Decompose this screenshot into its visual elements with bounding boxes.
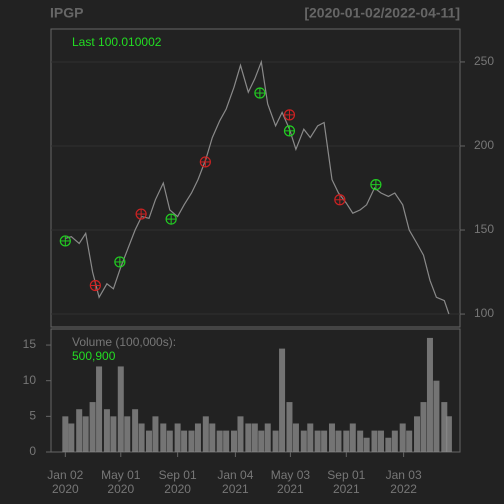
volume-bar (223, 430, 230, 452)
volume-bar (251, 423, 258, 452)
signal-marker (165, 213, 177, 225)
volume-bar (96, 366, 103, 452)
volume-bar (328, 423, 335, 452)
volume-bar (441, 402, 448, 452)
volume-bar (445, 416, 452, 452)
volume-bar (300, 430, 307, 452)
volume-bar (202, 416, 209, 452)
volume-bar (264, 423, 271, 452)
volume-bar (286, 402, 293, 452)
last-label: Last 100.010002 (72, 35, 162, 49)
x-tick-label: 2021 (333, 482, 360, 496)
x-tick-label: 2020 (164, 482, 191, 496)
volume-bar (138, 423, 145, 452)
volume-bar (371, 430, 378, 452)
volume-bar (426, 337, 433, 452)
volume-bar (307, 423, 314, 452)
volume-bar (357, 430, 364, 452)
x-tick-label: May 03 (271, 468, 311, 482)
volume-bar (76, 409, 83, 452)
volume-bar (124, 416, 131, 452)
volume-bar (132, 409, 139, 452)
volume-bar (314, 430, 321, 452)
signal-marker (114, 256, 126, 268)
volume-bar (349, 423, 356, 452)
chart-title: IPGP (50, 5, 83, 21)
volume-bar (335, 430, 342, 452)
x-tick-label: 2020 (107, 482, 134, 496)
volume-bar (279, 348, 286, 452)
signal-marker (334, 194, 346, 206)
volume-bar (391, 430, 398, 452)
signal-marker (199, 156, 211, 168)
x-tick-label: Sep 01 (159, 468, 197, 482)
x-tick-label: 2022 (390, 482, 417, 496)
x-tick-label: Sep 01 (327, 468, 365, 482)
signal-marker (283, 109, 296, 121)
volume-last: 500,900 (72, 349, 116, 363)
y-tick-label: 10 (23, 373, 37, 387)
signal-marker (370, 179, 382, 191)
y-tick-label: 100 (474, 306, 494, 320)
x-tick-label: Jan 03 (386, 468, 422, 482)
volume-bar (272, 430, 279, 452)
x-tick-label: Jan 02 (47, 468, 83, 482)
y-tick-label: 250 (474, 54, 494, 68)
volume-bar (166, 430, 173, 452)
y-tick-label: 200 (474, 138, 494, 152)
volume-bar (103, 409, 110, 452)
volume-bar (209, 423, 216, 452)
volume-bar (174, 423, 181, 452)
volume-bar (414, 416, 421, 452)
x-tick-label: Jan 04 (217, 468, 253, 482)
volume-bar (89, 402, 96, 452)
volume-title: Volume (100,000s): (72, 335, 176, 349)
signal-marker (254, 87, 266, 99)
chart-subtitle: [2020-01-02/2022-04-11] (304, 5, 460, 21)
volume-bar (117, 366, 124, 452)
volume-bar (68, 423, 75, 452)
signal-marker (283, 125, 296, 137)
price-line (65, 59, 450, 315)
volume-bar (321, 430, 328, 452)
volume-bar (258, 430, 265, 452)
volume-bar (420, 402, 427, 452)
volume-bar (231, 430, 238, 452)
volume-bar (194, 423, 201, 452)
volume-bar (152, 416, 159, 452)
volume-bar (363, 437, 370, 452)
x-tick-label: 2021 (222, 482, 249, 496)
volume-bar (188, 430, 195, 452)
y-tick-label: 5 (29, 409, 36, 423)
volume-bar (237, 416, 244, 452)
signal-marker (59, 235, 71, 247)
volume-bar (145, 430, 152, 452)
volume-bar (377, 430, 384, 452)
volume-bar (245, 423, 252, 452)
y-tick-label: 150 (474, 222, 494, 236)
volume-bar (385, 437, 392, 452)
volume-bar (406, 430, 413, 452)
y-tick-label: 15 (23, 337, 37, 351)
volume-bar (216, 430, 223, 452)
y-tick-label: 0 (29, 444, 36, 458)
volume-bar (62, 416, 69, 452)
x-tick-label: May 01 (101, 468, 141, 482)
x-tick-label: 2020 (52, 482, 79, 496)
volume-bar (181, 430, 188, 452)
signal-marker (135, 208, 147, 220)
volume-bar (292, 423, 299, 452)
price-panel (50, 28, 461, 328)
volume-bar (399, 423, 406, 452)
volume-bar (433, 380, 440, 452)
x-tick-label: 2021 (277, 482, 304, 496)
volume-bar (82, 416, 89, 452)
volume-bar (343, 430, 350, 452)
volume-bar (160, 423, 167, 452)
volume-bar (110, 416, 117, 452)
signal-marker (89, 279, 101, 292)
